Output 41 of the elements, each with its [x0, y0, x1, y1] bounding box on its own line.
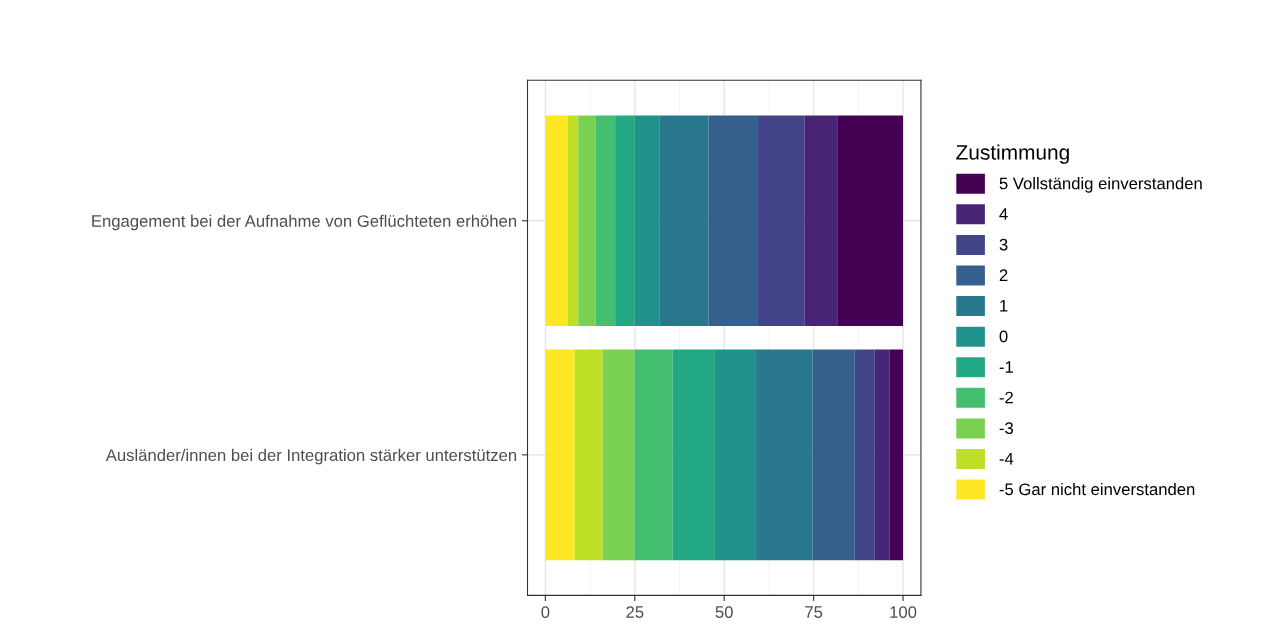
bar [615, 115, 635, 327]
bar [545, 115, 568, 327]
bar [854, 349, 875, 561]
y-tick-label: Engagement bei der Aufnahme von Geflüchteten erhöhen [92, 214, 517, 231]
bar [757, 115, 805, 327]
legend-label: -2 [999, 391, 1013, 404]
bar [545, 349, 575, 561]
bar [659, 115, 709, 327]
bar [804, 115, 838, 327]
legend-label: 5 Vollständig einverstanden [999, 177, 1202, 193]
bar [574, 349, 603, 561]
y-tick-label: Ausländer/innen bei der Integration stärker unterstützen [105, 448, 517, 465]
legend-label: 2 [999, 269, 1008, 281]
x-tick-label: 0 [541, 606, 550, 618]
bar [595, 115, 616, 327]
x-tick-label: 25 [626, 606, 644, 618]
bar [837, 115, 904, 327]
legend-label: -4 [999, 452, 1014, 465]
legend-label: 4 [999, 208, 1008, 220]
bar [602, 349, 635, 561]
legend-title: Zustimmung [956, 144, 1069, 164]
legend-label: -5 Gar nicht einverstanden [999, 482, 1195, 496]
bar [672, 349, 715, 561]
bar [578, 115, 596, 327]
bar [874, 349, 890, 561]
legend-label: 1 [1000, 300, 1008, 312]
bar [812, 349, 855, 561]
legend-label: 3 [999, 238, 1008, 251]
bar [714, 349, 757, 561]
bar [567, 115, 579, 327]
legend-label: -1 [999, 361, 1013, 373]
legend-label: 0 [999, 330, 1008, 343]
bar [708, 115, 758, 327]
bar [634, 115, 660, 327]
x-tick-label: 100 [890, 606, 917, 618]
bar [756, 349, 813, 561]
x-tick-label: 75 [805, 606, 823, 618]
x-tick-label: 50 [715, 606, 733, 618]
bar [634, 349, 673, 561]
legend-label: -3 [999, 422, 1014, 435]
bar [889, 349, 904, 561]
